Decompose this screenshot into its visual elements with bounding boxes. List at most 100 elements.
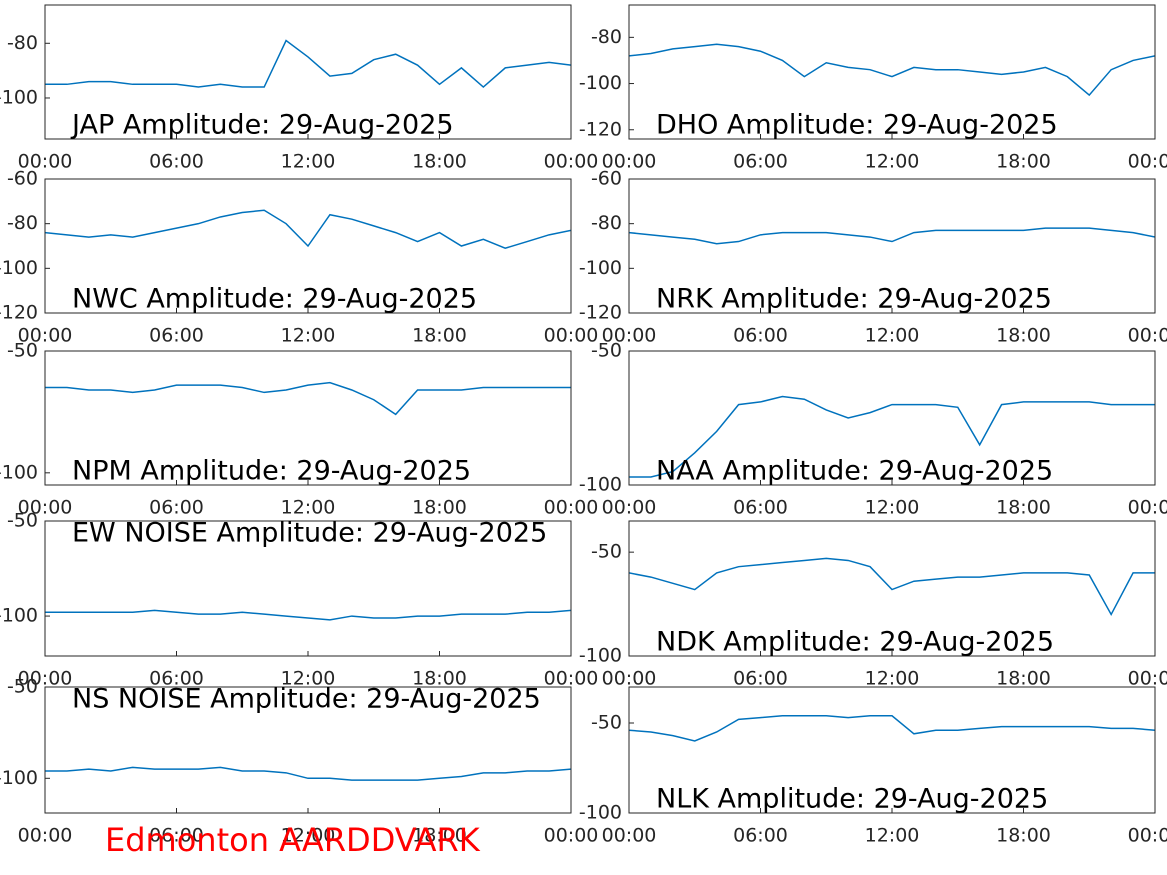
data-line bbox=[629, 715, 1155, 742]
x-tick-label: 00:00 bbox=[544, 325, 599, 347]
panel: -100 -50 00:00 06:00 12:00 18:00 00:00 NAA Ampl… bbox=[579, 340, 1167, 519]
x-tick-label: 00:00 bbox=[1128, 151, 1167, 173]
x-tick-label: 00:00 bbox=[602, 497, 657, 519]
panel-title: DHO Amplitude: 29-Aug-2025 bbox=[656, 110, 1058, 141]
panel: -100 -80 00:00 06:00 12:00 18:00 00:00 JAP Ampl… bbox=[0, 4, 599, 173]
data-line bbox=[629, 557, 1155, 617]
x-tick-label: 12:00 bbox=[281, 151, 336, 173]
x-tick-label: 06:00 bbox=[733, 151, 788, 173]
panel: -100 -50 00:00 06:00 12:00 18:00 00:00 NLK Ampl… bbox=[579, 686, 1167, 847]
x-tick-label: 12:00 bbox=[281, 325, 336, 347]
panel-title: JAP Amplitude: 29-Aug-2025 bbox=[70, 110, 454, 141]
y-tick-label: -50 bbox=[7, 676, 38, 698]
panel-title: NDK Amplitude: 29-Aug-2025 bbox=[656, 627, 1054, 658]
y-tick-label: -120 bbox=[0, 302, 38, 324]
y-tick-label: -100 bbox=[0, 605, 38, 627]
x-tick-label: 06:00 bbox=[149, 825, 204, 847]
y-tick-label: -100 bbox=[579, 474, 622, 496]
x-tick-label: 12:00 bbox=[865, 497, 920, 519]
data-line bbox=[45, 766, 571, 781]
x-tick-label: 18:00 bbox=[412, 825, 467, 847]
x-tick-label: 06:00 bbox=[733, 825, 788, 847]
panel-title: NWC Amplitude: 29-Aug-2025 bbox=[72, 284, 477, 315]
panel-title: NAA Amplitude: 29-Aug-2025 bbox=[656, 456, 1053, 487]
x-tick-label: 06:00 bbox=[733, 497, 788, 519]
x-tick-label: 18:00 bbox=[412, 151, 467, 173]
data-line bbox=[629, 227, 1155, 245]
x-tick-label: 12:00 bbox=[865, 151, 920, 173]
x-tick-label: 18:00 bbox=[996, 325, 1051, 347]
data-line bbox=[45, 39, 571, 89]
y-tick-label: -50 bbox=[591, 541, 622, 563]
panel-title: NS NOISE Amplitude: 29-Aug-2025 bbox=[72, 684, 541, 715]
x-tick-label: 18:00 bbox=[996, 497, 1051, 519]
y-tick-label: -120 bbox=[579, 118, 622, 140]
x-tick-label: 06:00 bbox=[149, 151, 204, 173]
data-line bbox=[45, 209, 571, 250]
panel: -100 -50 00:00 06:00 12:00 18:00 00:00 NS NOISE… bbox=[0, 676, 598, 860]
y-tick-label: -50 bbox=[7, 340, 38, 362]
x-tick-label: 00:00 bbox=[18, 825, 73, 847]
x-tick-label: 12:00 bbox=[865, 825, 920, 847]
x-tick-label: 00:00 bbox=[602, 668, 657, 690]
y-tick-label: -120 bbox=[579, 302, 622, 324]
x-tick-label: 00:00 bbox=[544, 825, 599, 847]
y-tick-label: -100 bbox=[0, 461, 38, 483]
x-tick-label: 00:00 bbox=[544, 668, 599, 690]
y-tick-label: -80 bbox=[7, 32, 38, 54]
x-tick-label: 18:00 bbox=[412, 668, 467, 690]
x-tick-label: 00:00 bbox=[602, 825, 657, 847]
data-line bbox=[629, 43, 1155, 97]
x-tick-label: 18:00 bbox=[996, 825, 1051, 847]
panel: -100 -50 00:00 06:00 12:00 18:00 00:00 NPM Ampl… bbox=[0, 340, 598, 519]
y-tick-label: -100 bbox=[0, 767, 38, 789]
y-tick-label: -100 bbox=[579, 257, 622, 279]
panel: -120 -100 -80 -60 00:00 06:00 12:00 18:00 00:00 N… bbox=[579, 168, 1167, 347]
data-line bbox=[45, 609, 571, 621]
y-tick-label: -60 bbox=[591, 168, 622, 190]
y-tick-label: -80 bbox=[591, 212, 622, 234]
x-tick-label: 00:00 bbox=[1128, 497, 1167, 519]
x-tick-label: 18:00 bbox=[412, 497, 467, 519]
x-tick-label: 12:00 bbox=[281, 825, 336, 847]
x-tick-label: 18:00 bbox=[996, 151, 1051, 173]
y-tick-label: -100 bbox=[0, 257, 38, 279]
y-tick-label: -80 bbox=[591, 26, 622, 48]
x-tick-label: 00:00 bbox=[602, 151, 657, 173]
y-tick-label: -50 bbox=[7, 510, 38, 532]
x-tick-label: 18:00 bbox=[412, 325, 467, 347]
x-tick-label: 12:00 bbox=[281, 497, 336, 519]
x-tick-label: 00:00 bbox=[602, 325, 657, 347]
x-tick-label: 12:00 bbox=[281, 668, 336, 690]
panel-title: NPM Amplitude: 29-Aug-2025 bbox=[72, 456, 471, 487]
footer-label: Edmonton AARDDVARK bbox=[105, 821, 481, 859]
x-tick-label: 00:00 bbox=[1128, 668, 1167, 690]
panel: -100 -50 00:00 06:00 12:00 18:00 00:00 EW NOISE… bbox=[0, 510, 598, 690]
data-line bbox=[45, 381, 571, 416]
x-tick-label: 00:00 bbox=[18, 151, 73, 173]
x-tick-label: 06:00 bbox=[149, 668, 204, 690]
x-tick-label: 12:00 bbox=[865, 668, 920, 690]
y-tick-label: -50 bbox=[591, 340, 622, 362]
x-tick-label: 06:00 bbox=[149, 497, 204, 519]
x-tick-label: 18:00 bbox=[996, 668, 1051, 690]
x-tick-label: 00:00 bbox=[18, 497, 73, 519]
x-tick-label: 06:00 bbox=[733, 668, 788, 690]
y-tick-label: -100 bbox=[579, 72, 622, 94]
panel: -120 -100 -80 -60 00:00 06:00 12:00 18:00 00:00 N… bbox=[0, 168, 598, 347]
panel-title: NLK Amplitude: 29-Aug-2025 bbox=[656, 784, 1048, 815]
y-tick-label: -100 bbox=[579, 645, 622, 667]
x-tick-label: 00:00 bbox=[544, 497, 599, 519]
y-tick-label: -100 bbox=[579, 802, 622, 824]
y-tick-label: -50 bbox=[591, 712, 622, 734]
x-tick-label: 00:00 bbox=[544, 151, 599, 173]
panel: -100 -50 00:00 06:00 12:00 18:00 00:00 NDK Ampl… bbox=[579, 520, 1167, 690]
panel-title: NRK Amplitude: 29-Aug-2025 bbox=[656, 284, 1052, 315]
x-tick-label: 06:00 bbox=[149, 325, 204, 347]
y-tick-label: -60 bbox=[7, 168, 38, 190]
y-tick-label: -100 bbox=[0, 86, 38, 108]
x-tick-label: 00:00 bbox=[18, 668, 73, 690]
x-tick-label: 06:00 bbox=[733, 325, 788, 347]
panel-title: EW NOISE Amplitude: 29-Aug-2025 bbox=[72, 518, 547, 549]
